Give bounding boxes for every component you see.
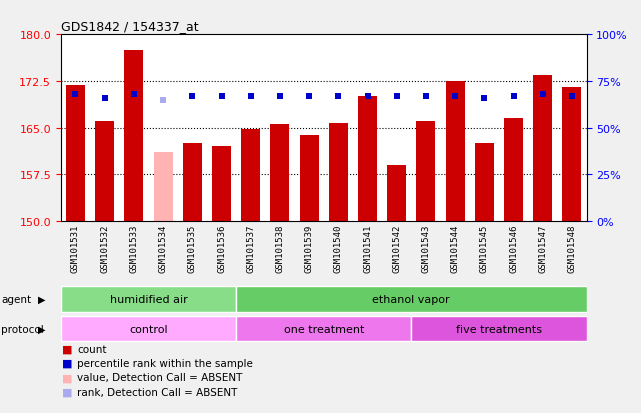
Text: ■: ■: [62, 358, 72, 368]
Bar: [353, 35, 382, 221]
Bar: [499, 35, 528, 221]
Text: GDS1842 / 154337_at: GDS1842 / 154337_at: [61, 19, 199, 33]
Bar: [178, 35, 207, 221]
Text: value, Detection Call = ABSENT: value, Detection Call = ABSENT: [77, 373, 242, 382]
Text: ■: ■: [62, 387, 72, 396]
Text: ethanol vapor: ethanol vapor: [372, 294, 450, 304]
Bar: [417, 122, 435, 221]
Bar: [412, 316, 587, 342]
Bar: [299, 136, 319, 221]
Bar: [504, 119, 523, 221]
Bar: [241, 130, 260, 221]
Bar: [412, 35, 440, 221]
Bar: [528, 35, 557, 221]
Bar: [265, 35, 294, 221]
Text: count: count: [77, 344, 106, 354]
Bar: [212, 147, 231, 221]
Text: control: control: [129, 324, 168, 334]
Bar: [470, 35, 499, 221]
Bar: [387, 166, 406, 221]
Bar: [124, 51, 144, 221]
Bar: [96, 122, 114, 221]
Bar: [236, 287, 587, 312]
Bar: [119, 35, 149, 221]
Bar: [66, 86, 85, 221]
Bar: [475, 144, 494, 221]
Bar: [533, 76, 552, 221]
Text: protocol: protocol: [1, 324, 44, 334]
Bar: [61, 287, 236, 312]
Text: five treatments: five treatments: [456, 324, 542, 334]
Bar: [61, 316, 236, 342]
Bar: [183, 144, 202, 221]
Bar: [149, 35, 178, 221]
Text: agent: agent: [1, 294, 31, 304]
Text: ▶: ▶: [38, 294, 46, 304]
Text: ▶: ▶: [38, 324, 46, 334]
Bar: [61, 35, 90, 221]
Bar: [445, 82, 465, 221]
Bar: [382, 35, 412, 221]
Bar: [562, 88, 581, 221]
Bar: [90, 35, 119, 221]
Bar: [329, 123, 348, 221]
Bar: [236, 35, 265, 221]
Text: humidified air: humidified air: [110, 294, 187, 304]
Bar: [440, 35, 470, 221]
Bar: [324, 35, 353, 221]
Bar: [154, 153, 172, 221]
Text: percentile rank within the sample: percentile rank within the sample: [77, 358, 253, 368]
Bar: [294, 35, 324, 221]
Bar: [236, 316, 412, 342]
Text: ■: ■: [62, 373, 72, 382]
Text: one treatment: one treatment: [283, 324, 364, 334]
Bar: [207, 35, 236, 221]
Text: ■: ■: [62, 344, 72, 354]
Bar: [271, 125, 289, 221]
Bar: [358, 97, 377, 221]
Text: rank, Detection Call = ABSENT: rank, Detection Call = ABSENT: [77, 387, 237, 396]
Bar: [557, 35, 587, 221]
